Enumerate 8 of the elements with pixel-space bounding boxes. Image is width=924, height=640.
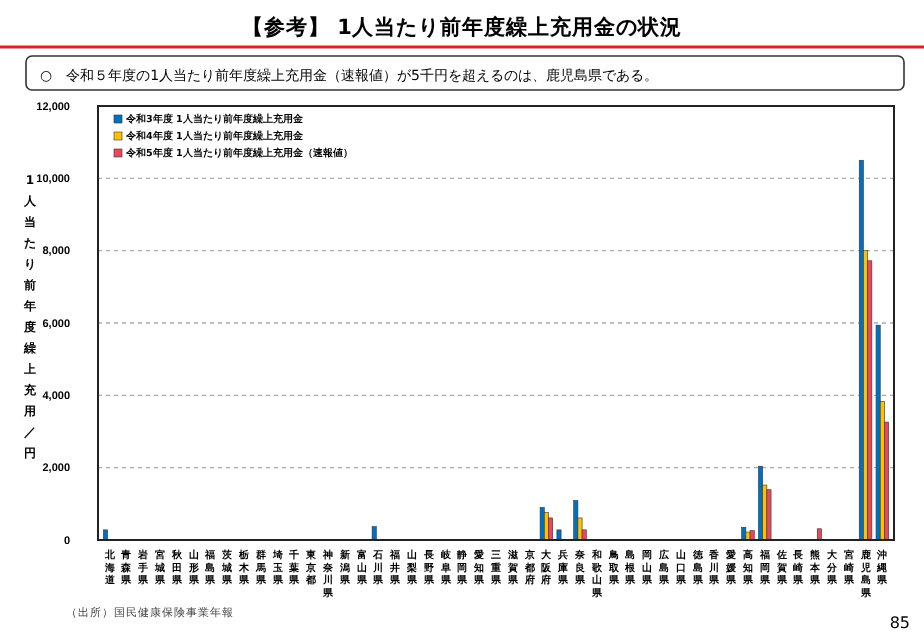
chart-title: 【参考】 1人当たり前年度繰上充用金の状況 [242, 14, 682, 40]
bar [573, 500, 579, 541]
bar [816, 528, 822, 541]
bar [103, 529, 108, 541]
text: 85 [889, 614, 910, 632]
bar [766, 489, 772, 541]
bar [371, 526, 377, 541]
bar [539, 507, 545, 541]
